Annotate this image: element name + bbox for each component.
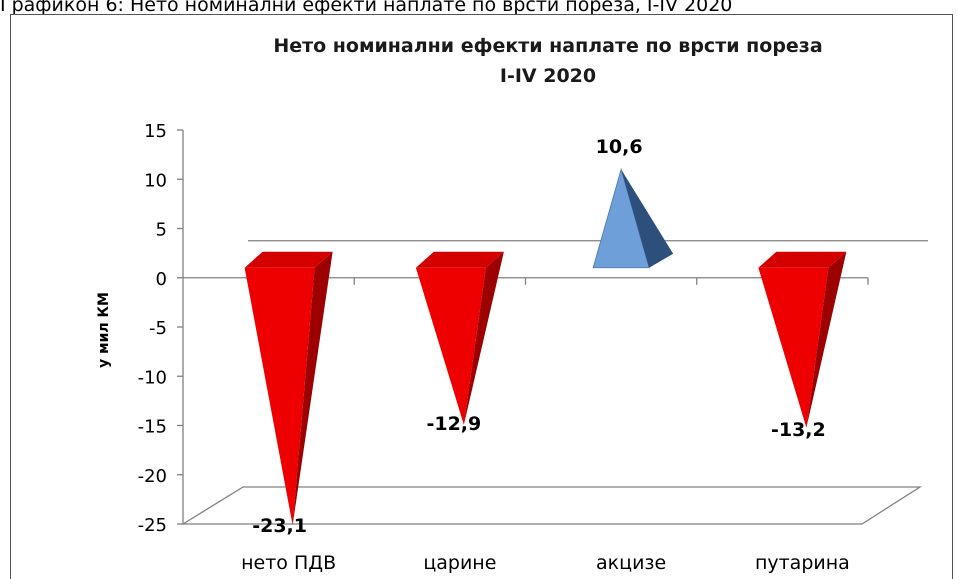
- x-tick-label: акцизе: [596, 552, 666, 574]
- y-tick-label: -5: [149, 318, 167, 339]
- chart-title: Нето номинални ефекти наплате по врсти п…: [273, 35, 822, 57]
- bar-4: [758, 251, 847, 428]
- y-tick-label: 10: [144, 170, 167, 191]
- bar-face: [758, 267, 829, 428]
- bar-side: [806, 251, 847, 428]
- bar-face: [244, 267, 315, 526]
- chart-labels: нето ПДВ царине акцизе путарина -23,1 -12,9 10…: [241, 136, 850, 574]
- chart-subtitle: I-IV 2020: [500, 65, 596, 87]
- bar-side: [292, 251, 333, 526]
- bar-top: [244, 251, 333, 268]
- y-axis-label: у мил КМ: [96, 292, 112, 368]
- y-tick-label: 5: [156, 220, 167, 241]
- data-label: -23,1: [252, 515, 307, 537]
- chart-frame: [10, 14, 953, 579]
- chart-marks: [244, 167, 847, 526]
- bar-side: [621, 169, 674, 268]
- y-tick-label: 15: [144, 121, 167, 142]
- data-label: -13,2: [771, 419, 826, 441]
- x-tick-label: нето ПДВ: [241, 552, 336, 574]
- x-tick-label: царине: [423, 552, 496, 574]
- bar-1: [244, 251, 333, 526]
- bar-top: [758, 251, 847, 268]
- y-tick-label: -15: [138, 417, 167, 438]
- figure-caption: Графикон 6: Нето номинални ефекти наплат…: [0, 0, 733, 16]
- data-label: -12,9: [426, 413, 481, 435]
- bar-side: [463, 251, 504, 425]
- data-label: 10,6: [596, 136, 643, 158]
- y-tick-label: 0: [156, 269, 167, 290]
- x-tick-label: путарина: [755, 552, 850, 574]
- y-tick-label: -10: [138, 367, 167, 388]
- bar-top: [415, 251, 504, 268]
- bar-2: [415, 251, 504, 425]
- axes: 15 10 5 0 -5 -10 -15 -20 -25: [138, 121, 928, 536]
- bar-3: [592, 167, 674, 269]
- y-tick-label: -25: [138, 515, 167, 536]
- floor-outline: [180, 486, 923, 525]
- y-tick-label: -20: [138, 466, 167, 487]
- bar-face: [415, 267, 486, 425]
